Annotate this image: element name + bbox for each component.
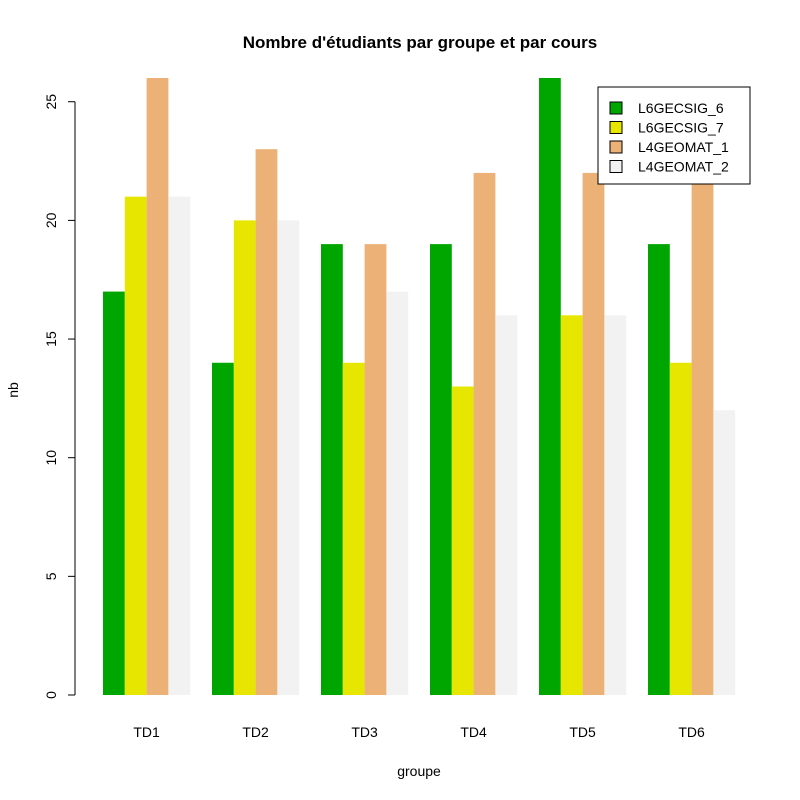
x-tick-label-TD3: TD3: [351, 724, 378, 740]
bar-L4GEOMAT_1-TD4: [473, 172, 496, 695]
bar-L6GECSIG_6-TD3: [321, 244, 343, 695]
legend-box: [597, 86, 751, 185]
bar-L4GEOMAT_1-TD5: [582, 172, 605, 695]
x-axis-tick-labels: TD1 TD2 TD3 TD4 TD5 TD6: [133, 724, 705, 740]
bar-L4GEOMAT_1-TD2: [255, 149, 278, 695]
bar-L6GECSIG_7-TD5: [560, 315, 583, 695]
bar-L4GEOMAT_2-TD5: [604, 315, 627, 695]
x-tick-label-TD6: TD6: [678, 724, 705, 740]
legend-label-L6GECSIG_7: L6GECSIG_7: [638, 120, 724, 136]
chart-title: Nombre d'étudiants par groupe et par cou…: [243, 33, 598, 52]
bar-L6GECSIG_7-TD3: [342, 362, 365, 695]
bar-L4GEOMAT_1-TD6: [691, 172, 714, 695]
bar-L6GECSIG_6-TD4: [430, 244, 452, 695]
bar-L6GECSIG_6-TD1: [103, 291, 125, 695]
y-tick-label-20: 20: [43, 212, 59, 228]
bar-L4GEOMAT_2-TD3: [386, 291, 409, 695]
bar-L4GEOMAT_2-TD1: [168, 196, 191, 695]
y-tick-label-10: 10: [43, 450, 59, 466]
x-tick-label-TD1: TD1: [133, 724, 160, 740]
y-tick-label-15: 15: [43, 331, 59, 347]
y-tick-label-0: 0: [43, 691, 59, 699]
bar-L6GECSIG_6-TD5: [539, 78, 561, 695]
bar-L4GEOMAT_1-TD3: [364, 244, 387, 695]
bar-L6GECSIG_7-TD2: [233, 220, 256, 695]
bar-L6GECSIG_6-TD2: [212, 362, 234, 695]
bar-L6GECSIG_6-TD6: [648, 244, 670, 695]
y-tick-label-25: 25: [43, 94, 59, 110]
legend-swatch-L4GEOMAT_2: [609, 160, 623, 173]
y-axis: 0 5 10 15 20 25: [43, 94, 76, 699]
bar-L6GECSIG_7-TD6: [669, 362, 692, 695]
legend-label-L4GEOMAT_2: L4GEOMAT_2: [638, 159, 729, 175]
legend-swatch-L6GECSIG_7: [609, 121, 623, 134]
bar-L4GEOMAT_1-TD1: [146, 78, 169, 695]
bar-L4GEOMAT_2-TD4: [495, 315, 518, 695]
x-tick-label-TD4: TD4: [460, 724, 487, 740]
legend-label-L6GECSIG_6: L6GECSIG_6: [638, 100, 724, 116]
y-tick-label-5: 5: [43, 572, 59, 580]
legend-swatch-L6GECSIG_6: [609, 101, 623, 115]
y-axis-label: nb: [5, 382, 21, 398]
bars-group: [103, 78, 736, 695]
x-axis-label: groupe: [397, 763, 441, 779]
legend: L6GECSIG_6 L6GECSIG_7 L4GEOMAT_1 L4GEOMAT_2: [597, 86, 751, 185]
x-tick-label-TD5: TD5: [569, 724, 596, 740]
legend-swatch-L4GEOMAT_1: [609, 140, 623, 154]
legend-label-L4GEOMAT_1: L4GEOMAT_1: [638, 139, 729, 155]
x-tick-label-TD2: TD2: [242, 724, 269, 740]
bar-L4GEOMAT_2-TD2: [277, 220, 300, 695]
bar-L6GECSIG_7-TD1: [124, 196, 147, 695]
bar-L4GEOMAT_2-TD6: [713, 410, 736, 695]
bar-L6GECSIG_7-TD4: [451, 386, 474, 695]
